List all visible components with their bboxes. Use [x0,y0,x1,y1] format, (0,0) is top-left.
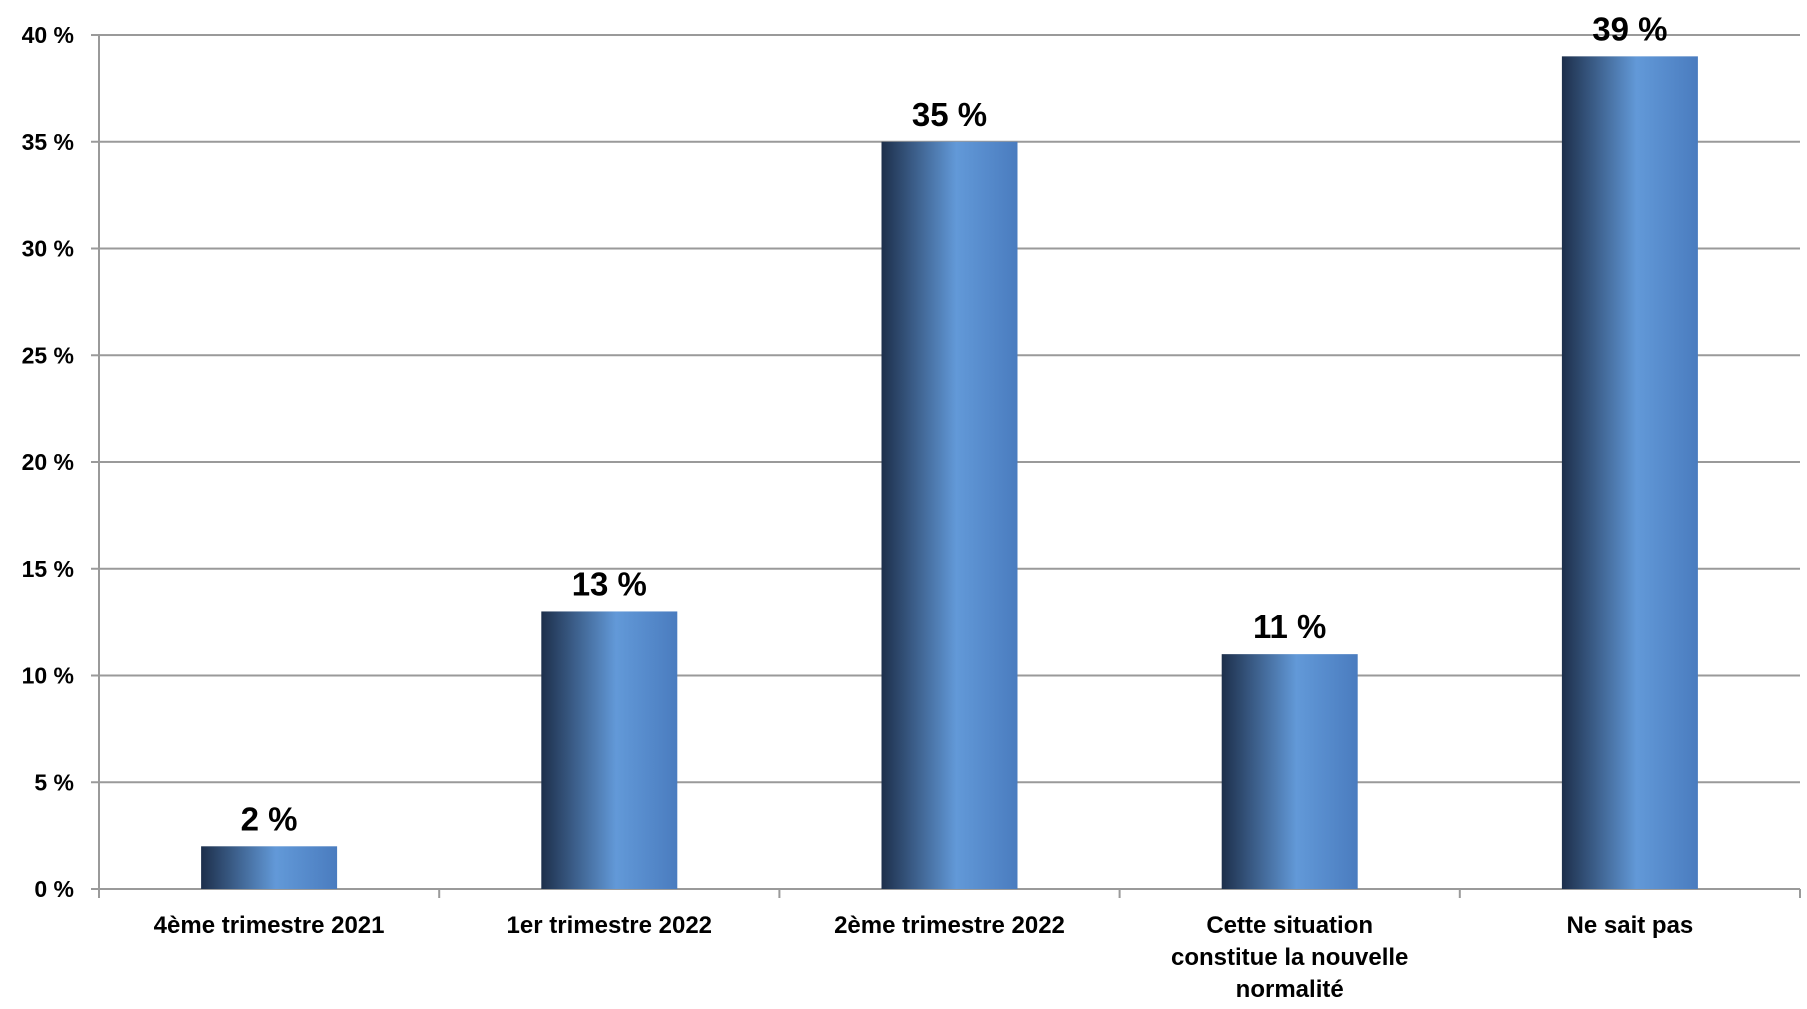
y-tick-label: 5 % [34,769,74,795]
x-tick-label: constitue la nouvelle [1171,944,1408,971]
x-tick-label: Ne sait pas [1567,912,1694,939]
y-axis-tick-labels: 0 % 5 % 10 % 15 % 20 % 25 % 30 % 35 % 40 % [22,22,74,902]
bar [541,611,678,889]
x-axis-tick-labels: 4ème trimestre 2021 1er trimestre 2022 2èm… [154,912,1694,1003]
x-tick-label: 4ème trimestre 2021 [154,912,385,939]
y-tick-label: 0 % [34,876,74,902]
y-tick-label: 35 % [22,129,74,155]
y-tick-label: 40 % [22,22,74,48]
y-tick-label: 10 % [22,663,74,689]
x-tick-label: normalité [1236,976,1344,1003]
y-tick-label: 15 % [22,556,74,582]
x-tick-label: Cette situation [1206,912,1373,939]
y-tick-label: 20 % [22,449,74,475]
bars [201,56,1698,890]
data-label: 11 % [1253,608,1326,645]
bar [881,141,1018,889]
y-tick-label: 30 % [22,236,74,262]
bar [1221,654,1358,889]
data-label: 39 % [1592,10,1667,47]
x-tick-label: 2ème trimestre 2022 [834,912,1065,939]
y-tick-label: 25 % [22,342,74,368]
x-tick-label: 1er trimestre 2022 [507,912,712,939]
data-label: 13 % [572,565,647,602]
bar [1561,56,1698,890]
bar [201,846,338,889]
data-label: 2 % [241,800,298,837]
data-labels: 2 % 13 % 35 % 11 % 39 % [241,10,1668,837]
data-label: 35 % [912,96,987,133]
